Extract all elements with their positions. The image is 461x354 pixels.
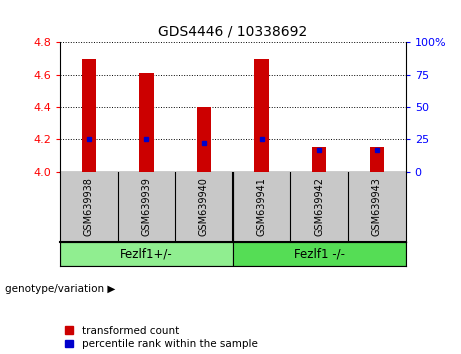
Text: GSM639939: GSM639939 — [142, 177, 151, 236]
Text: GSM639941: GSM639941 — [257, 177, 266, 236]
Bar — [139, 73, 154, 172]
Title: GDS4446 / 10338692: GDS4446 / 10338692 — [158, 24, 307, 39]
Bar — [312, 147, 326, 172]
Bar — [254, 59, 269, 172]
Text: GSM639940: GSM639940 — [199, 177, 209, 236]
Bar — [82, 59, 96, 172]
Bar — [60, 242, 233, 266]
Text: GSM639943: GSM639943 — [372, 177, 382, 236]
Text: genotype/variation ▶: genotype/variation ▶ — [5, 284, 115, 293]
Bar — [370, 147, 384, 172]
Text: GSM639938: GSM639938 — [84, 177, 94, 236]
Bar — [233, 242, 406, 266]
Bar — [197, 107, 211, 172]
Text: GSM639942: GSM639942 — [314, 177, 324, 236]
Text: Fezlf1 -/-: Fezlf1 -/- — [294, 247, 345, 260]
Legend: transformed count, percentile rank within the sample: transformed count, percentile rank withi… — [65, 326, 258, 349]
Text: Fezlf1+/-: Fezlf1+/- — [120, 247, 173, 260]
